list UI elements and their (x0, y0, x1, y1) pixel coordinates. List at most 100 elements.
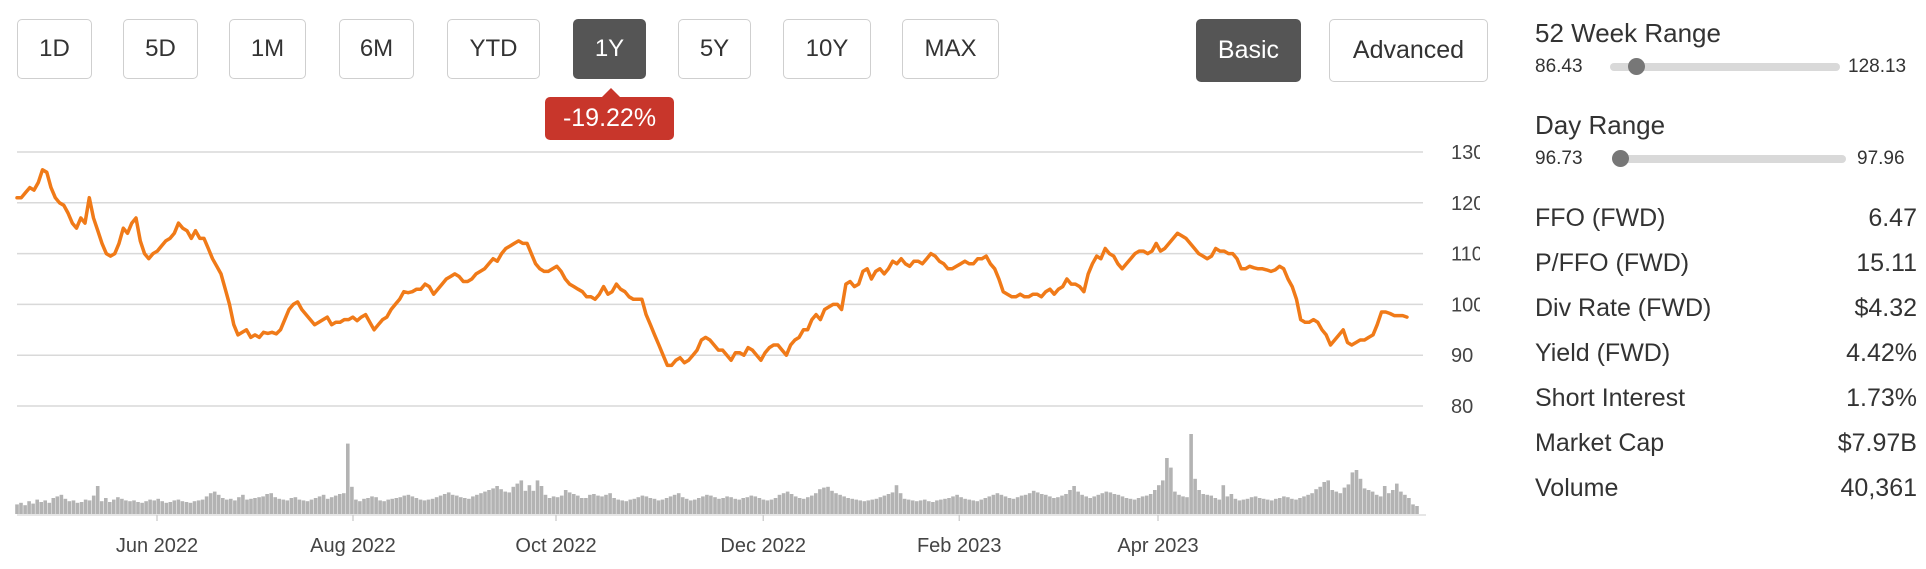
x-tick-label: Apr 2023 (1117, 535, 1198, 557)
volume-bar (418, 499, 423, 514)
volume-bar (1249, 497, 1254, 514)
volume-bar (547, 498, 552, 514)
volume-bar (459, 497, 463, 514)
volume-bar (1035, 492, 1040, 514)
volume-bar (927, 501, 931, 514)
range-button-5d[interactable]: 5D (123, 19, 198, 79)
day-range-track (1612, 155, 1846, 163)
range-button-1d[interactable]: 1D (17, 19, 92, 79)
volume-bar (358, 501, 362, 514)
volume-bar (588, 494, 592, 514)
volume-bar (753, 496, 758, 514)
volume-bar (1314, 489, 1318, 514)
volume-bar (1290, 498, 1294, 514)
volume-bar (826, 486, 830, 514)
volume-bar (680, 497, 685, 514)
range-button-5y[interactable]: 5Y (678, 19, 751, 79)
day-low-value: 96.73 (1535, 148, 1583, 169)
volume-bar (648, 498, 653, 514)
stat-value: 40,361 (1840, 474, 1917, 502)
volume-bar (749, 495, 754, 514)
volume-bar (430, 498, 435, 514)
advanced-mode-button[interactable]: Advanced (1329, 19, 1488, 82)
volume-bar (806, 497, 810, 514)
basic-mode-button[interactable]: Basic (1196, 19, 1301, 82)
range-button-1m[interactable]: 1M (229, 19, 306, 79)
volume-bar (180, 501, 185, 514)
volume-bar (1274, 498, 1278, 514)
volume-bar (620, 500, 624, 514)
volume-bar (1261, 498, 1266, 514)
volume-bar (83, 499, 88, 514)
volume-bar (580, 498, 584, 514)
volume-bar (390, 498, 394, 514)
volume-bar (818, 489, 822, 514)
volume-bar (1342, 487, 1347, 514)
volume-bar (793, 496, 798, 514)
volume-bar (874, 498, 879, 514)
range-button-max[interactable]: MAX (902, 19, 999, 79)
volume-bar (1358, 478, 1363, 514)
volume-bar (1286, 497, 1290, 514)
volume-bar (563, 490, 568, 514)
volume-bar (572, 494, 576, 514)
volume-bar (273, 497, 277, 514)
volume-bar (979, 499, 984, 514)
volume-bar (1072, 486, 1076, 514)
volume-bar (584, 498, 588, 514)
volume-bar (555, 497, 560, 514)
volume-bar (576, 495, 580, 514)
volume-bar (523, 490, 528, 514)
volume-bar (1177, 494, 1181, 514)
volume-bar (1056, 497, 1060, 514)
price-chart[interactable]: 130 120 110 100 90 80 Jun 2022 Aug 2022 Oct 202… (0, 140, 1480, 560)
volume-bar (1257, 498, 1262, 514)
volume-bar (761, 499, 766, 514)
range-button-ytd[interactable]: YTD (447, 19, 540, 79)
volume-bar (19, 502, 23, 514)
volume-bar (757, 498, 762, 514)
volume-bar (1136, 498, 1141, 514)
volume-bar (1294, 499, 1298, 514)
volume-bar (499, 489, 503, 514)
range-button-1y[interactable]: 1Y (573, 19, 646, 79)
volume-bar (79, 502, 84, 514)
volume-bar (289, 498, 294, 514)
volume-bar (931, 502, 935, 514)
volume-bar (124, 500, 128, 514)
volume-bar (789, 494, 794, 514)
volume-bar (1112, 494, 1117, 514)
volume-bar (483, 491, 487, 514)
volume-bar (1366, 490, 1371, 514)
volume-bar (612, 498, 616, 514)
volume-bar (333, 495, 338, 514)
volume-bar (265, 494, 269, 514)
volume-bar (967, 499, 971, 514)
volume-bar (1060, 495, 1064, 514)
volume-bar (672, 494, 677, 514)
range-button-10y[interactable]: 10Y (783, 19, 871, 79)
volume-bar (188, 502, 193, 514)
stat-row-p-ffo: P/FFO (FWD) 15.11 (1535, 249, 1917, 283)
volume-bar (1084, 496, 1088, 514)
volume-bar (1011, 498, 1016, 514)
volume-bar (63, 498, 68, 514)
stat-value: 4.42% (1846, 339, 1917, 367)
volume-bar (914, 501, 919, 514)
volume-bar (785, 491, 790, 514)
volume-bar (1161, 480, 1165, 514)
volume-bar (398, 497, 403, 514)
range-button-6m[interactable]: 6M (339, 19, 414, 79)
volume-bar (184, 502, 189, 514)
volume-bar (414, 498, 419, 514)
volume-bar (781, 493, 786, 514)
volume-bar (664, 498, 669, 514)
volume-bar (1019, 495, 1024, 514)
volume-bar (301, 500, 306, 514)
volume-bar (442, 494, 447, 514)
y-tick-label: 130 (1451, 142, 1480, 164)
volume-bar (660, 499, 665, 514)
x-tick-label: Jun 2022 (116, 535, 198, 557)
volume-bar (963, 498, 967, 514)
volume-bar (446, 492, 451, 514)
